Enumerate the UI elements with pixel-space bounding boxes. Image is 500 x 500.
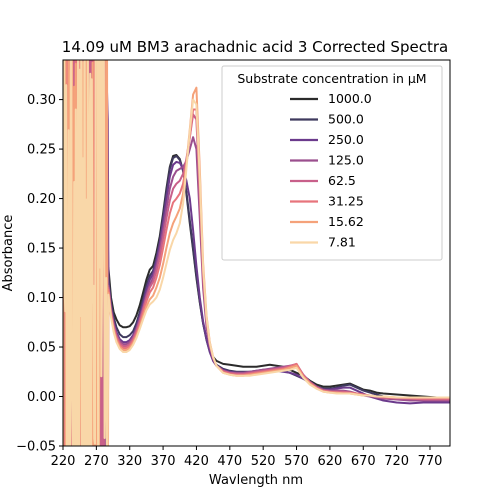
legend-label: 125.0 xyxy=(328,153,364,168)
y-tick-label: 0.15 xyxy=(27,242,56,257)
legend-box xyxy=(221,65,443,261)
x-tick-label: 670 xyxy=(351,454,376,469)
x-tick-label: 720 xyxy=(384,454,409,469)
x-tick-label: 470 xyxy=(217,454,242,469)
x-tick-label: 270 xyxy=(84,454,109,469)
legend-label: 31.25 xyxy=(328,194,364,209)
y-tick-label: −0.05 xyxy=(16,440,56,455)
y-axis-label: Absorbance xyxy=(1,215,16,292)
x-tick-label: 220 xyxy=(51,454,76,469)
legend-label: 250.0 xyxy=(328,132,364,147)
plot-frame xyxy=(62,59,451,447)
x-tick-label: 320 xyxy=(117,454,142,469)
x-tick-label: 420 xyxy=(184,454,209,469)
y-tick-label: 0.05 xyxy=(27,341,56,356)
y-tick-label: 0.00 xyxy=(27,390,56,405)
legend-label: 500.0 xyxy=(328,112,364,127)
y-tick-label: 0.20 xyxy=(27,192,56,207)
x-tick-label: 370 xyxy=(151,454,176,469)
plot-area xyxy=(63,60,450,446)
x-axis: 220 270 320 370 420 470 520 570 620 670 720 770 xyxy=(51,446,443,469)
legend-label: 62.5 xyxy=(328,173,356,188)
chart-title: 14.09 uM BM3 arachadnic acid 3 Corrected… xyxy=(62,38,448,56)
legend-label: 15.62 xyxy=(328,214,364,229)
series-line-7.81 xyxy=(63,60,450,446)
x-tick-label: 770 xyxy=(418,454,443,469)
legend-label: 1000.0 xyxy=(328,91,372,106)
y-axis: −0.05 0.00 0.05 0.10 0.15 0.20 0.25 0.30 xyxy=(16,93,63,455)
y-tick-label: 0.30 xyxy=(27,93,56,108)
x-axis-label: Wavlength nm xyxy=(209,473,303,488)
y-tick-label: 0.10 xyxy=(27,291,56,306)
legend-label: 7.81 xyxy=(328,235,356,250)
x-tick-label: 620 xyxy=(317,454,342,469)
legend: Substrate concentration in µM 1000.0 500.… xyxy=(221,65,443,261)
y-tick-label: 0.25 xyxy=(27,143,56,158)
legend-title: Substrate concentration in µM xyxy=(237,71,426,86)
x-tick-label: 570 xyxy=(284,454,309,469)
x-tick-label: 520 xyxy=(251,454,276,469)
